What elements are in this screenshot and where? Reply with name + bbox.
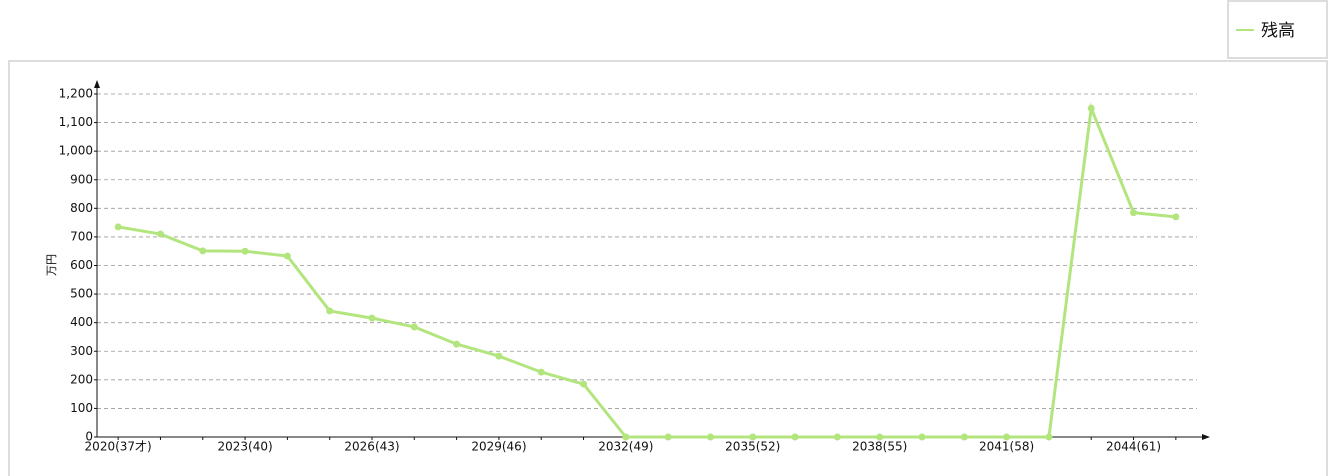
- point: [580, 380, 588, 388]
- point: [749, 433, 757, 441]
- point: [326, 307, 334, 315]
- point: [1130, 209, 1138, 217]
- point: [1003, 433, 1011, 441]
- point: [664, 433, 672, 441]
- y-tick-label: 1,200: [59, 87, 93, 101]
- x-tick-label: 2026(43): [344, 440, 399, 454]
- y-tick-label: 900: [70, 172, 93, 186]
- point: [241, 247, 249, 255]
- x-tick-label: 2020(37才): [85, 440, 152, 454]
- y-tick-label: 0: [85, 430, 93, 444]
- point: [114, 223, 122, 231]
- x-tick-label: 2041(58): [979, 440, 1034, 454]
- y-axis-label: 万円: [45, 254, 58, 276]
- point: [706, 433, 714, 441]
- point: [495, 352, 503, 360]
- point: [453, 340, 461, 348]
- point: [791, 433, 799, 441]
- point: [199, 247, 207, 255]
- x-tick-label: 2023(40): [217, 440, 272, 454]
- point: [918, 433, 926, 441]
- y-tick-label: 600: [70, 258, 93, 272]
- y-tick-label: 200: [70, 372, 93, 386]
- point: [876, 433, 884, 441]
- point: [833, 433, 841, 441]
- x-tick-label: 2038(55): [852, 440, 907, 454]
- point: [156, 230, 164, 238]
- point: [1172, 213, 1180, 221]
- y-tick-label: 1,100: [59, 115, 93, 129]
- x-tick-label: 2029(46): [471, 440, 526, 454]
- y-axis-arrow: [94, 80, 100, 88]
- y-tick-label: 1,000: [59, 144, 93, 158]
- y-tick-label: 500: [70, 287, 93, 301]
- x-tick-label: 2032(49): [598, 440, 653, 454]
- x-axis-arrow: [1202, 434, 1210, 440]
- x-tick-label: 2044(61): [1106, 440, 1161, 454]
- line: [117, 102, 1176, 439]
- chart-panel: [8, 60, 1328, 476]
- point: [410, 323, 418, 331]
- point: [1087, 104, 1095, 112]
- point: [622, 433, 630, 441]
- point: [960, 433, 968, 441]
- legend-label: 残高: [1261, 21, 1295, 41]
- y-tick-label: 800: [70, 201, 93, 215]
- y-tick-label: 700: [70, 229, 93, 243]
- y-tick-label: 300: [70, 344, 93, 358]
- point: [1045, 433, 1053, 441]
- y-tick-label: 100: [70, 401, 93, 415]
- point: [283, 252, 291, 260]
- x-tick-label: 2035(52): [725, 440, 780, 454]
- point: [537, 368, 545, 376]
- y-tick-label: 400: [70, 315, 93, 329]
- point: [368, 314, 376, 322]
